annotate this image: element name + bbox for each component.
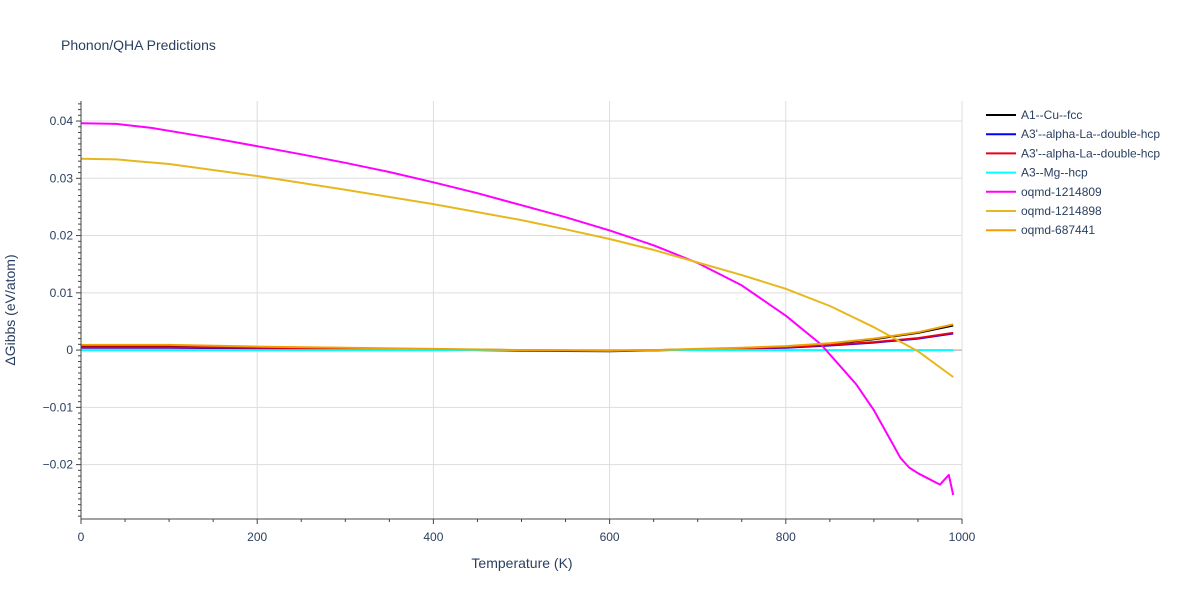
y-tick-label: 0.01 (50, 286, 74, 300)
legend-item-label[interactable]: oqmd-1214898 (1021, 204, 1102, 218)
y-tick-label: 0.04 (50, 114, 74, 128)
x-tick-label: 1000 (949, 530, 976, 544)
y-tick-label: 0.02 (50, 229, 74, 243)
series-line (80, 122, 955, 496)
y-tick-labels: −0.02 −0.01 0 0.01 0.02 0.03 0.04 (43, 114, 74, 472)
series-line (81, 323, 954, 352)
legend: A1--Cu--fcc A3'--alpha-La--double-hcp A3'-… (986, 108, 1160, 237)
x-axis-title: Temperature (K) (471, 555, 572, 571)
x-tick-label: 600 (600, 530, 620, 544)
series-layer (80, 122, 955, 496)
series-line (80, 157, 954, 378)
legend-item-label[interactable]: oqmd-1214809 (1021, 185, 1102, 199)
x-tick-label: 800 (776, 530, 796, 544)
chart-title: Phonon/QHA Predictions (61, 37, 216, 53)
legend-item-label[interactable]: A3'--alpha-La--double-hcp (1021, 127, 1160, 141)
legend-item-label[interactable]: A3'--alpha-La--double-hcp (1021, 146, 1160, 160)
grid (81, 101, 963, 519)
axes (76, 101, 963, 524)
y-tick-label: 0.03 (50, 171, 74, 185)
y-tick-label: −0.01 (43, 400, 74, 414)
legend-item-label[interactable]: A3--Mg--hcp (1021, 166, 1088, 180)
legend-item-label[interactable]: oqmd-687441 (1021, 223, 1095, 237)
x-tick-label: 0 (78, 530, 85, 544)
y-tick-label: −0.02 (43, 458, 74, 472)
y-axis-title: ΔGibbs (eV/atom) (2, 254, 18, 365)
x-tick-label: 200 (247, 530, 267, 544)
legend-item-label[interactable]: A1--Cu--fcc (1021, 108, 1082, 122)
y-tick-label: 0 (66, 343, 73, 357)
x-tick-labels: 0 200 400 600 800 1000 (78, 530, 976, 544)
x-tick-label: 400 (423, 530, 443, 544)
